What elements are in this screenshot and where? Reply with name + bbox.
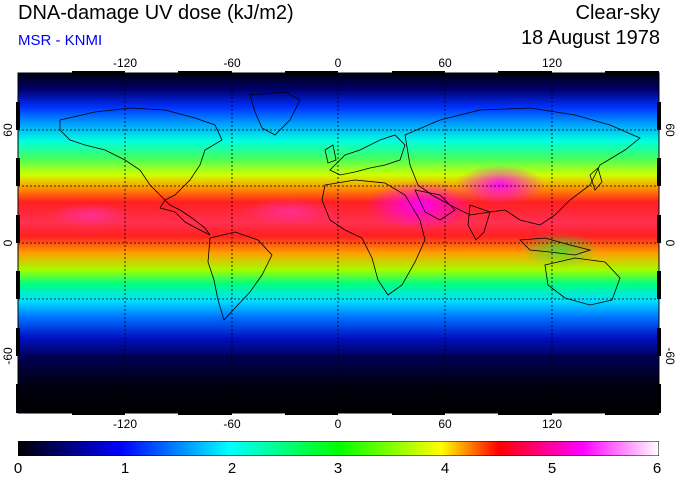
longitude-labels-top: -120 -60 0 60 120 [113, 56, 562, 70]
border-ticks-right [657, 102, 661, 413]
border-ticks-top [72, 71, 659, 75]
coastline-asia [404, 107, 641, 226]
lon-label-bottom: -60 [223, 417, 241, 431]
colorbar-label: 2 [227, 460, 237, 477]
border-tick [392, 71, 445, 75]
lat-label-right: 60 [663, 123, 677, 137]
colorbar-label: 3 [333, 460, 343, 477]
coastline-indonesia [519, 237, 592, 256]
border-tick [657, 384, 661, 413]
border-tick [498, 71, 552, 75]
map-title: DNA-damage UV dose (kJ/m2) [18, 2, 294, 24]
border-ticks-bottom [72, 411, 659, 415]
lat-label-right: -60 [663, 347, 677, 365]
coastline-africa [321, 179, 426, 296]
border-tick [16, 215, 20, 243]
lat-label-right: 0 [663, 240, 677, 247]
coastline-europe [329, 134, 406, 176]
border-tick [16, 384, 20, 413]
colorbar-label: 1 [120, 460, 130, 477]
latitude-labels-right: 60 0 -60 [663, 123, 677, 365]
uv-hotspot-atlantic [240, 198, 340, 226]
coastline-greenland [249, 91, 301, 136]
uv-hotspot-sahara [365, 180, 475, 230]
border-tick [16, 158, 20, 186]
uv-hotspot-tibet [455, 165, 545, 205]
map-border [16, 71, 661, 415]
coastline-australia [544, 257, 621, 306]
lat-label-left: 60 [1, 123, 15, 137]
border-tick [285, 71, 338, 75]
colorbar-label: 0 [13, 460, 23, 477]
colorbar [18, 441, 659, 456]
lon-label-top: 120 [542, 56, 562, 70]
lon-label-bottom: -120 [113, 417, 137, 431]
sky-condition: Clear-sky [575, 2, 660, 24]
border-ticks-left [16, 102, 20, 413]
coastlines [59, 91, 641, 321]
border-tick [605, 71, 659, 75]
border-tick [657, 328, 661, 356]
map-frame [16, 71, 661, 415]
lon-label-top: 60 [438, 56, 452, 70]
lon-label-bottom: 0 [335, 417, 342, 431]
lon-label-top: -120 [113, 56, 137, 70]
coastline-uk [324, 144, 337, 164]
uv-hotspot-pacific [50, 203, 130, 227]
lon-label-bottom: 60 [438, 417, 452, 431]
border-tick [16, 271, 20, 299]
lon-label-bottom: 120 [542, 417, 562, 431]
lat-label-left: 0 [1, 239, 15, 246]
colorbar-label: 5 [547, 460, 557, 477]
border-tick [498, 411, 552, 415]
map-subtitle: MSR - KNMI [18, 32, 103, 49]
colorbar-label: 6 [652, 460, 662, 477]
map-gridlines [18, 73, 659, 413]
coastline-north-america [59, 107, 223, 236]
map-date: 18 August 1978 [520, 27, 660, 49]
coastline-arabia [414, 189, 456, 221]
border-tick [657, 271, 661, 299]
border-tick [72, 411, 125, 415]
border-tick [16, 328, 20, 356]
coastline-india [467, 204, 491, 241]
border-tick [72, 71, 125, 75]
border-tick [16, 102, 20, 130]
border-tick [605, 411, 659, 415]
border-tick [178, 411, 232, 415]
border-tick [285, 411, 338, 415]
border-tick [178, 71, 232, 75]
lon-label-top: -60 [223, 56, 241, 70]
longitude-labels-bottom: -120 -60 0 60 120 [113, 417, 562, 431]
coastline-japan [589, 167, 603, 191]
uv-dose-map: -120 -60 0 60 120 -120 -60 0 60 120 60 0… [1, 56, 677, 431]
border-tick [657, 158, 661, 186]
coastline-south-america [207, 231, 273, 321]
latitude-labels-left: 60 0 -60 [1, 123, 15, 365]
colorbar-gradient [18, 441, 659, 456]
border-tick [657, 215, 661, 243]
lon-label-top: 0 [335, 56, 342, 70]
border-tick [657, 102, 661, 130]
colorbar-label: 4 [440, 460, 450, 477]
border-tick [392, 411, 445, 415]
lat-label-left: -60 [1, 347, 15, 365]
